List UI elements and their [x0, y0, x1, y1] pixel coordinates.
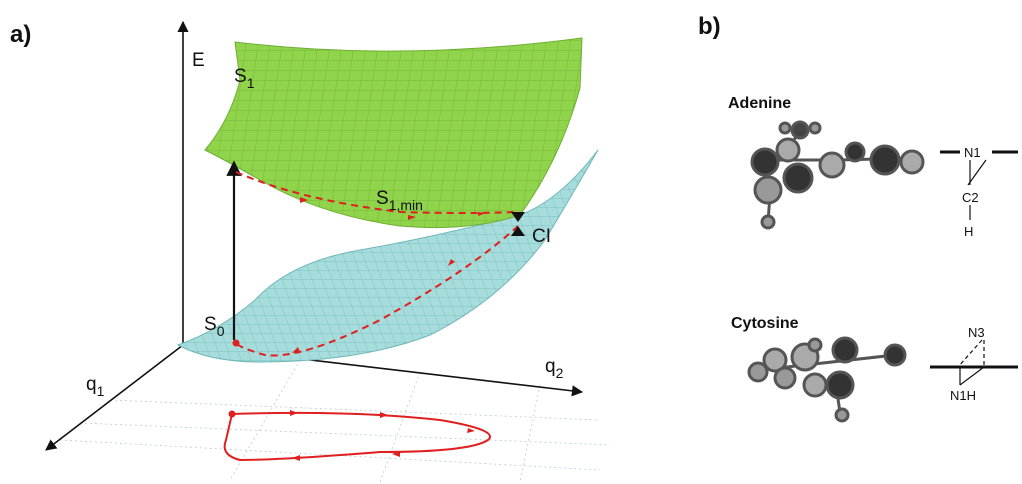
shape [752, 149, 778, 175]
axis-label: q1 [86, 374, 105, 399]
axis-label: E [192, 50, 205, 71]
adenine-schematic [940, 152, 1018, 220]
state-label: CI [532, 226, 551, 247]
cytosine-model [749, 338, 905, 421]
shape [780, 123, 790, 133]
sub: 1,min [389, 197, 423, 213]
molecule-name: Adenine [728, 95, 791, 112]
q1-axis [46, 345, 183, 450]
atom-label: N1 [964, 145, 981, 160]
sub: 2 [556, 365, 564, 381]
base: S [204, 314, 217, 335]
sub: 0 [217, 323, 225, 339]
panel-label: a) [10, 21, 31, 48]
shape [762, 216, 774, 228]
shape [784, 164, 812, 192]
atom-label: N3 [968, 325, 985, 340]
shape [777, 139, 799, 161]
loop-start [229, 411, 236, 418]
axis-label: q2 [545, 356, 564, 381]
loop-arrows [290, 410, 475, 461]
shape [755, 177, 781, 203]
base: S [234, 66, 247, 87]
cytosine-schematic [930, 340, 1018, 385]
figure: a) b) E q1 q2 CI S1 S1,min S0 Adenine N1… [0, 0, 1022, 484]
shape [960, 367, 984, 385]
base: q [545, 356, 556, 377]
shape [958, 340, 982, 367]
shape [809, 339, 821, 351]
base: S [376, 188, 389, 209]
shape [871, 146, 899, 174]
shape [885, 345, 905, 365]
projected-loop [225, 413, 490, 460]
panel-label: b) [698, 13, 721, 40]
shape [775, 368, 795, 388]
shape [792, 122, 808, 138]
adenine-model [752, 122, 923, 228]
shape [836, 409, 848, 421]
shape [833, 338, 857, 362]
shape [901, 151, 923, 173]
floor-grid [60, 360, 610, 482]
atom-label: H [964, 224, 973, 239]
sub: 1 [97, 383, 105, 399]
shape [804, 374, 826, 396]
base: q [86, 374, 97, 395]
sub: 1 [247, 75, 255, 91]
shape [820, 153, 844, 177]
shape [968, 160, 986, 185]
atom-label: C2 [962, 190, 979, 205]
shape [846, 143, 864, 161]
atom-label: N1H [950, 388, 976, 403]
start-point [233, 340, 240, 347]
shape [827, 372, 853, 398]
molecule-name: Cytosine [731, 315, 799, 332]
shape [60, 360, 610, 482]
shape [810, 123, 820, 133]
